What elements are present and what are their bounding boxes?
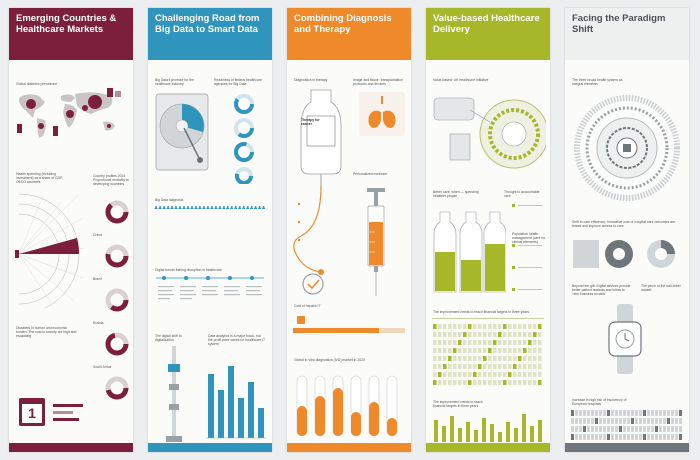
- panel-footer: [148, 443, 272, 452]
- bar-columns: [206, 366, 266, 439]
- panel-header: Combining Diagnosis and Therapy: [287, 8, 411, 60]
- section-label: Disasters in human and economic burden: …: [16, 326, 77, 338]
- iv-drip-illustration: [293, 89, 342, 275]
- test-tubes-chart: [296, 375, 398, 437]
- country-donuts: [105, 200, 129, 400]
- section-label: Big Data's promise for the healthcare in…: [155, 78, 194, 86]
- hospital-grid: [571, 410, 682, 440]
- section-label: Personalized medicine: [353, 172, 388, 176]
- checklist: [512, 204, 542, 291]
- country-label: South Africa: [93, 365, 112, 369]
- section-label: The three broad health system as integra…: [572, 78, 623, 86]
- section-label: The pinch of the ball-ticket market: [641, 284, 681, 292]
- calendar-icon: 1: [19, 398, 45, 426]
- section-label: Better care, when — spending healthier p…: [433, 190, 479, 198]
- panel-footer: [426, 443, 550, 452]
- section-label: Health spending (including investment) a…: [16, 172, 63, 184]
- readiness-donuts: [234, 94, 254, 184]
- section-label: Readiness of federal healthcare agencies…: [214, 78, 262, 86]
- section-label: Thought to accountable care: [504, 190, 540, 198]
- population-grid: [432, 318, 544, 385]
- trend-timeline: [156, 276, 264, 300]
- panel-emerging-countries: Emerging Countries & Healthcare Markets …: [9, 8, 133, 452]
- calendar-day: 1: [22, 404, 42, 423]
- panel-header: Value-based Healthcare Delivery: [426, 8, 550, 60]
- section-label: Increase in high risk of insolvency of E…: [572, 398, 627, 406]
- panel-value-based: Value-based Healthcare Delivery Value-ba…: [426, 8, 550, 452]
- section-label: The improvement needs to reach financial…: [433, 310, 529, 314]
- section-label: Cost of hepatic IT: [294, 304, 321, 308]
- people-pictogram: ♟♟♟♟♟♟♟♟♟♟♟♟♟♟♟♟♟♟♟♟♟♟♟♟♟♟♟♟♟♟♟♟♟♟♟♟♟♟♟♟…: [154, 206, 266, 211]
- panel-title: Combining Diagnosis and Therapy: [294, 13, 392, 35]
- panel-paradigm-shift: Facing the Paradigm Shift The three broa…: [565, 8, 689, 452]
- panel-title: Challenging Road from Big Data to Smart …: [155, 13, 260, 35]
- lungs-icon: [359, 92, 405, 136]
- machine-illustration: [433, 97, 546, 169]
- target-icon: [302, 273, 324, 295]
- panel-header: Challenging Road from Big Data to Smart …: [148, 8, 272, 60]
- section-label: Global in vitro diagnostics (IVD) market…: [294, 358, 365, 362]
- hard-drive-illustration: [155, 93, 209, 171]
- country-label: Russia: [93, 321, 104, 325]
- panel-title: Facing the Paradigm Shift: [572, 13, 666, 35]
- panel-title: Emerging Countries & Healthcare Markets: [16, 13, 117, 35]
- bottles-chart: [433, 211, 506, 293]
- world-map: [17, 88, 121, 138]
- syringe-illustration: [367, 188, 385, 296]
- panel-footer: [287, 443, 411, 452]
- panel-diagnosis-therapy: Combining Diagnosis and Therapy Diagnost…: [287, 8, 411, 452]
- section-label: Value-based: UK healthcare initiative: [433, 78, 489, 82]
- financial-bars: [434, 414, 542, 442]
- panel-header: Emerging Countries & Healthcare Markets: [9, 8, 133, 60]
- country-label: China: [93, 233, 102, 237]
- country-label: Brazil: [93, 277, 102, 281]
- circular-city-diagram: [574, 95, 680, 201]
- section-label: Global diabetes prevalence: [16, 82, 58, 86]
- panel-header: Facing the Paradigm Shift: [565, 8, 689, 60]
- section-label: Diagnostics in therapy: [294, 78, 328, 82]
- smartwatch-illustration: [608, 304, 642, 374]
- tower-illustration: [166, 346, 182, 442]
- panel-title: Value-based Healthcare Delivery: [433, 13, 540, 35]
- section-label: Data analytics is a major focus, but the…: [208, 334, 266, 346]
- therapy-label: Therapy for cancer: [301, 118, 320, 126]
- section-label: Population health management (care for c…: [512, 232, 546, 244]
- panel-footer: [9, 443, 133, 452]
- stats-bars: [53, 404, 83, 421]
- section-label: Digital trends fueling disruption in hea…: [155, 268, 222, 272]
- cost-bar: [293, 316, 405, 333]
- section-label: Country profiles 2014 Proportional morta…: [93, 174, 129, 186]
- section-label: Shift to care efficiency: Innovative cos…: [572, 220, 676, 228]
- section-label: The digital shift to digitalization: [155, 334, 182, 342]
- section-label: Big Data diagnosis: [155, 198, 184, 202]
- section-label: Beyond the gift: Digital devices provide…: [572, 284, 631, 296]
- section-label: Image and tissue: transplantation protoc…: [353, 78, 403, 86]
- fan-chart: [15, 193, 86, 308]
- panel-big-data: Challenging Road from Big Data to Smart …: [148, 8, 272, 452]
- panel-footer: [565, 443, 689, 452]
- comparison-donuts: [573, 240, 675, 268]
- section-label: The improvement needs to reach financial…: [433, 400, 483, 408]
